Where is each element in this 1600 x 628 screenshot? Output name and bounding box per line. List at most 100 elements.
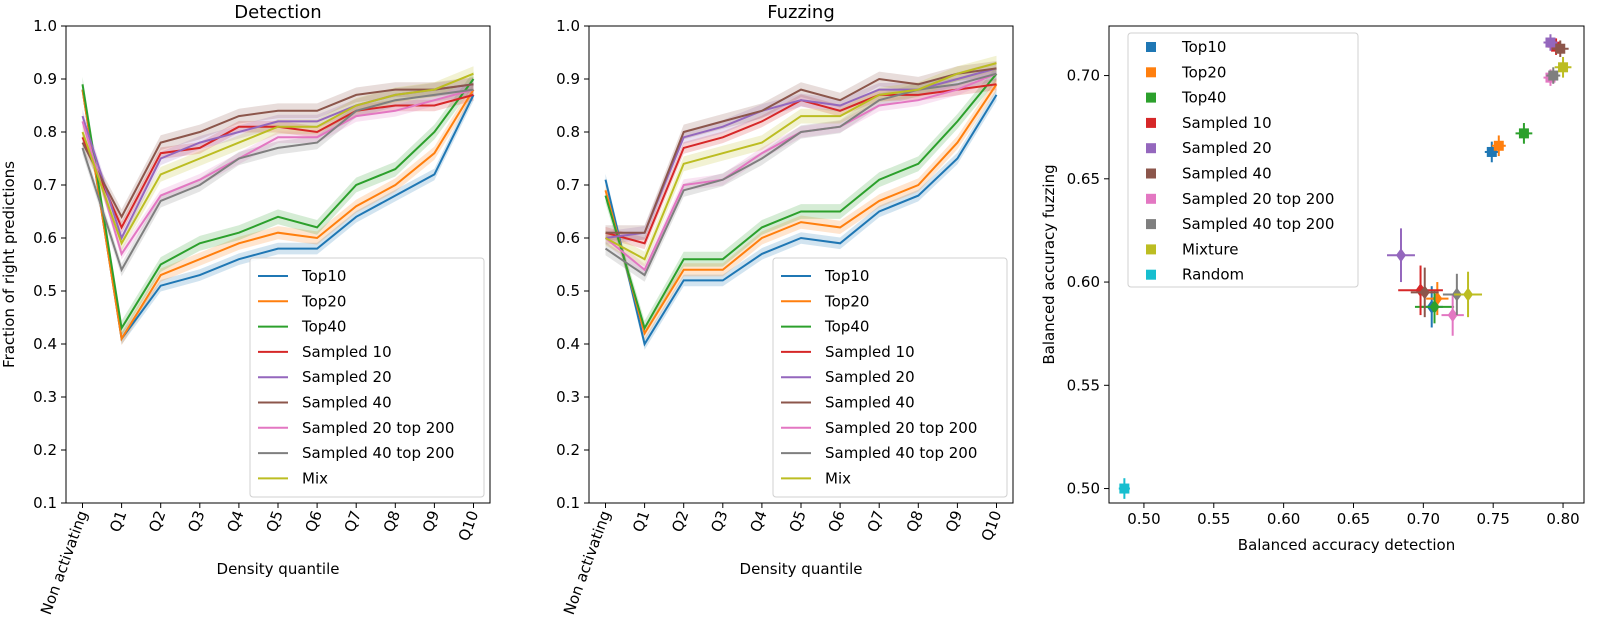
y-tick-label: 0.3 [33,388,57,406]
x-tick-label: 0.50 [1127,510,1160,528]
x-tick-label: Q2 [145,508,169,534]
legend-label: Sampled 20 top 200 [302,419,454,437]
confidence-band [605,89,997,350]
series-line [605,62,997,261]
x-tick-label: 0.60 [1267,510,1300,528]
series-line [604,73,998,331]
series-line [81,78,475,331]
x-tick-label: Q5 [263,508,287,534]
series-line [81,88,474,257]
confidence-band [82,89,474,234]
data-point-square [1545,37,1556,48]
legend-label: Sampled 10 [1182,114,1272,132]
data-point-diamond [1419,285,1430,300]
legend-label: Mix [825,469,851,487]
legend-box [1127,32,1359,288]
y-tick-label: 0.4 [33,335,57,353]
legend-label: Sampled 20 [302,368,392,386]
confidence-band [82,83,474,260]
x-tick-label: Q5 [786,508,810,534]
legend-label: Top20 [1181,63,1226,81]
y-tick-label: 0.70 [1067,67,1100,85]
x-tick-label: Non activating [560,508,614,617]
legend-swatch [1146,269,1156,280]
x-tick-label: Q8 [903,508,927,534]
x-tick-label: 0.55 [1197,510,1230,528]
data-point-square [1555,43,1566,54]
y-tick-label: 0.8 [33,123,57,141]
plot-frame [1108,25,1585,504]
y-tick-label: 0.9 [556,70,580,88]
legend-swatch [1146,92,1156,103]
x-tick-label: Q6 [302,508,326,534]
data-point-square [1119,483,1130,494]
legend-label: Top10 [824,267,869,285]
scatter-panel-2: 0.50 0.55 0.60 0.65 0.70 0.75 0.80 0.50 0.55 0.60… [1040,25,1585,554]
legend-label: Sampled 10 [825,343,915,361]
series-line [604,83,998,336]
x-axis-label: Density quantile [217,560,340,578]
x-tick-label: Q4 [223,508,247,534]
confidence-band [82,83,474,345]
y-tick-label: 0.9 [33,70,57,88]
legend-swatch [1146,193,1156,204]
legend-label: Sampled 20 [1182,139,1272,157]
y-tick-label: 0.2 [556,441,580,459]
y-tick-label: 0.8 [556,123,580,141]
data-point-square [1548,70,1559,81]
legend-label: Sampled 40 top 200 [1182,215,1334,233]
legend-label: Mix [302,469,328,487]
series-line [604,72,997,277]
y-tick-label: 0.65 [1067,170,1100,188]
y-tick-label: 0.2 [33,441,57,459]
legend: Top10 Top20 Top40 Sampled 10 Sampled 20 Sampl… [772,257,1008,498]
x-tick-label: 0.70 [1407,510,1440,528]
x-axis-label: Balanced accuracy detection [1238,536,1455,554]
y-tick-label: 0.7 [33,176,57,194]
legend-label: Top10 [301,267,346,285]
legend-label: Sampled 20 [825,368,915,386]
y-tick-label: 0.1 [33,494,57,512]
chart-title: Detection [234,2,321,23]
x-tick-label: Q9 [419,508,443,534]
series-line [605,67,997,239]
y-axis-label: Fraction of right predictions [0,161,18,368]
legend-label: Sampled 40 [1182,165,1272,183]
y-tick-label: 1.0 [556,17,580,35]
confidence-band [605,55,997,267]
legend-swatch [1146,42,1156,52]
series-line [81,83,474,219]
legend-label: Random [1182,266,1244,284]
legend-label: Top40 [1181,89,1226,107]
x-tick-label: 0.65 [1337,510,1370,528]
x-tick-label: Q3 [707,508,731,534]
y-tick-label: 0.60 [1067,273,1100,291]
series-line [81,89,475,342]
data-point-square [1486,146,1497,157]
x-tick-label: Q7 [864,508,888,534]
legend-label: Sampled 20 top 200 [825,419,977,437]
x-tick-label: Q7 [341,508,365,534]
series-line [81,72,474,246]
series-line [81,88,474,273]
x-tick-label: Q2 [668,508,692,534]
data-point-square [1558,62,1569,73]
x-tick-label: Non activating [37,508,91,617]
series-line [605,67,997,234]
legend-label: Sampled 40 top 200 [825,444,977,462]
series-line [604,94,998,347]
legend-swatch [1146,168,1156,179]
y-tick-label: 0.5 [33,282,57,300]
x-axis-label: Density quantile [740,560,863,578]
series-line [81,89,475,342]
data-point-square [1518,128,1529,139]
legend-label: Top20 [301,292,346,310]
x-tick-label: Q10 [978,508,1005,543]
y-tick-label: 0.50 [1067,480,1100,498]
data-point-diamond [1395,248,1406,263]
legend: Top10 Top20 Top40 Sampled 10 Sampled 20 Sampl… [249,257,485,498]
legend-label: Top40 [301,318,346,336]
legend-label: Sampled 20 top 200 [1182,190,1334,208]
y-axis-label: Balanced accuracy fuzzing [1040,164,1058,364]
